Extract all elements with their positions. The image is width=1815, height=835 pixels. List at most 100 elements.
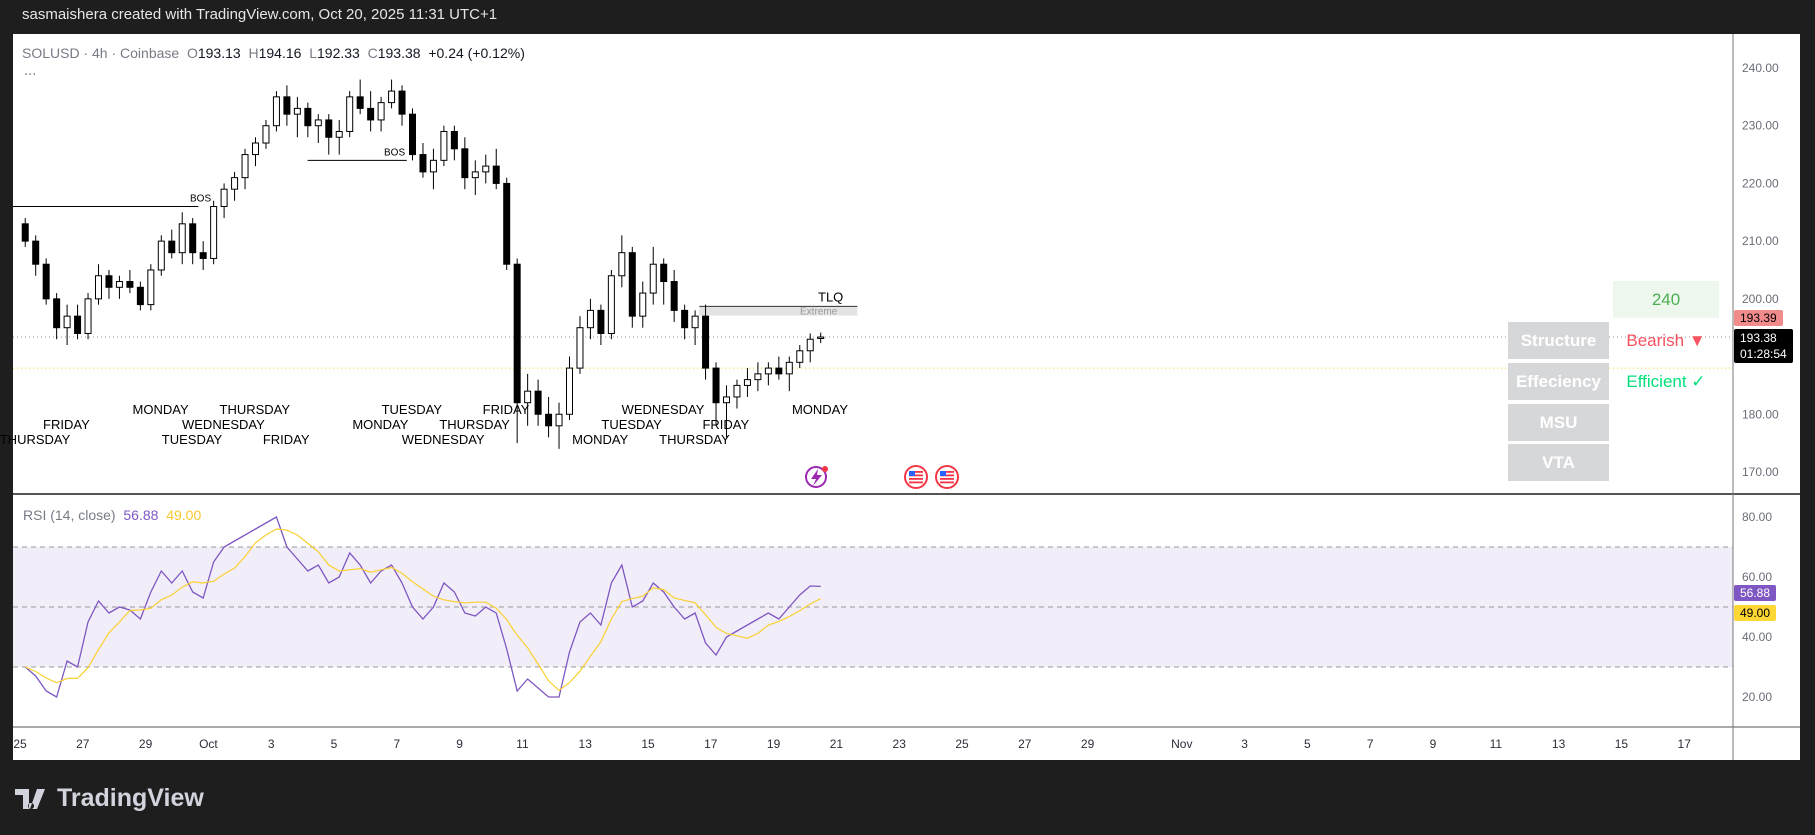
- candle-body: [126, 281, 134, 288]
- chart-panel[interactable]: [13, 34, 1800, 760]
- time-tick: 7: [1367, 737, 1374, 751]
- candle-body: [461, 148, 469, 179]
- structure-value: Bearish ▼: [1626, 330, 1706, 350]
- lightning-bolt: [811, 469, 822, 486]
- candle: [555, 402, 563, 449]
- brand-name: TradingView: [57, 784, 204, 812]
- candle-body: [555, 413, 563, 427]
- flag-stripe: [909, 474, 923, 477]
- last-price: 193.38: [1740, 331, 1777, 345]
- weekday-label: FRIDAY: [43, 417, 90, 432]
- bos-label: BOS: [384, 147, 405, 158]
- candle: [189, 218, 197, 265]
- candle-body: [440, 130, 448, 161]
- candle: [712, 362, 720, 426]
- candle: [32, 235, 40, 276]
- candle: [461, 137, 469, 190]
- rsi-legend: RSI (14, close) 56.88 49.00: [23, 507, 201, 523]
- candle: [576, 316, 584, 374]
- candle: [586, 298, 594, 340]
- candle-body: [492, 165, 500, 184]
- symbol-info[interactable]: SOLUSD · 4h · Coinbase: [22, 45, 180, 61]
- rsi-ma-value: 49.00: [166, 507, 202, 523]
- flag-ring: [904, 465, 928, 489]
- time-tick: 29: [1081, 737, 1095, 751]
- weekday-label: WEDNESDAY: [182, 417, 265, 432]
- candle-body: [576, 327, 584, 369]
- candle: [775, 356, 783, 380]
- symbol-legend: SOLUSD · 4h · Coinbase O193.13 H194.16 L…: [22, 45, 525, 61]
- candle-body: [325, 119, 333, 138]
- tradingview-logo-icon: [15, 788, 45, 809]
- candle-body: [168, 240, 176, 254]
- weekday-label: MONDAY: [572, 432, 628, 447]
- candle: [115, 275, 123, 299]
- candle-body: [356, 96, 364, 109]
- time-tick: 11: [1490, 737, 1503, 751]
- time-tick: 7: [393, 737, 400, 751]
- tradingview-logo[interactable]: TradingView: [15, 784, 204, 813]
- candle-body: [367, 107, 375, 121]
- time-tick: 15: [1615, 737, 1629, 751]
- weekday-label: THURSDAY: [0, 432, 71, 447]
- flag-ring: [935, 465, 959, 489]
- candle-body: [639, 292, 647, 317]
- candle: [346, 91, 354, 138]
- flag-stripe: [909, 478, 923, 480]
- candle-body: [628, 252, 636, 317]
- candle-body: [272, 96, 280, 127]
- weekday-label: TUESDAY: [162, 432, 223, 447]
- candle: [733, 379, 741, 409]
- time-tick: Oct: [199, 737, 218, 751]
- candle-body: [210, 206, 218, 259]
- more-indicators-button[interactable]: ...: [24, 64, 37, 79]
- candle: [95, 264, 102, 305]
- candle: [691, 310, 699, 346]
- candle-body: [178, 223, 186, 254]
- rsi-line: [24, 516, 821, 698]
- candle-body: [513, 263, 521, 404]
- candle: [293, 96, 301, 138]
- rsi-tick: 20.00: [1742, 690, 1772, 704]
- flag-stripe: [940, 478, 954, 480]
- close-label: C: [367, 45, 378, 61]
- candle: [199, 241, 207, 270]
- candle: [283, 85, 291, 126]
- open-value: 193.13: [197, 45, 241, 61]
- rsi-label[interactable]: RSI (14, close): [23, 507, 116, 523]
- candle: [639, 281, 647, 328]
- weekday-label: WEDNESDAY: [622, 402, 705, 417]
- candle: [63, 304, 71, 346]
- candle-body: [53, 298, 61, 329]
- candle-body: [314, 119, 322, 127]
- timeframe-cell: 240: [1613, 281, 1719, 318]
- candle: [252, 137, 259, 167]
- lightning-ring: [805, 466, 827, 488]
- candle-body: [346, 96, 354, 132]
- candle-body: [743, 379, 751, 386]
- rsi-ma-line: [24, 528, 821, 692]
- high-label: H: [248, 45, 259, 61]
- candle-body: [586, 309, 594, 329]
- bar-countdown: 01:28:54: [1740, 347, 1787, 361]
- price-tick: 230.00: [1742, 119, 1779, 133]
- candle-body: [419, 154, 427, 173]
- weekday-label: TUESDAY: [601, 417, 662, 432]
- us-flag-icon: [935, 465, 959, 489]
- weekday-label: THURSDAY: [220, 402, 291, 417]
- candle-body: [241, 154, 249, 179]
- weekday-label: WEDNESDAY: [402, 432, 485, 447]
- candle: [660, 258, 668, 305]
- candle: [220, 183, 228, 219]
- time-tick: 17: [704, 737, 718, 751]
- rsi-tick: 40.00: [1742, 630, 1772, 644]
- flag-stripe: [909, 481, 923, 484]
- candle: [597, 304, 605, 346]
- candle-body: [471, 171, 479, 179]
- rsi-tick: 80.00: [1742, 510, 1772, 524]
- weekday-label: TUESDAY: [382, 402, 443, 417]
- candle: [681, 304, 689, 340]
- flag-stripe: [940, 481, 954, 484]
- candle-body: [105, 275, 113, 288]
